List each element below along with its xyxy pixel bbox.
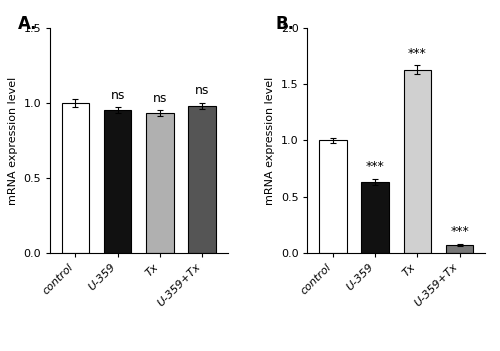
Text: B.: B. xyxy=(276,15,294,33)
Text: ns: ns xyxy=(110,89,125,102)
Bar xyxy=(404,69,431,253)
Bar xyxy=(188,106,216,253)
Text: ***: *** xyxy=(366,160,384,173)
Bar xyxy=(362,182,389,253)
Y-axis label: mRNA expression level: mRNA expression level xyxy=(265,76,275,205)
Text: A.: A. xyxy=(18,15,38,33)
Bar xyxy=(446,245,473,253)
Bar xyxy=(146,113,174,253)
Text: ***: *** xyxy=(408,47,426,60)
Text: ***: *** xyxy=(450,225,469,238)
Bar xyxy=(319,140,346,253)
Bar xyxy=(62,103,89,253)
Bar xyxy=(104,111,132,253)
Y-axis label: mRNA expression level: mRNA expression level xyxy=(8,76,18,205)
Text: ns: ns xyxy=(152,92,167,105)
Text: ns: ns xyxy=(195,84,210,97)
